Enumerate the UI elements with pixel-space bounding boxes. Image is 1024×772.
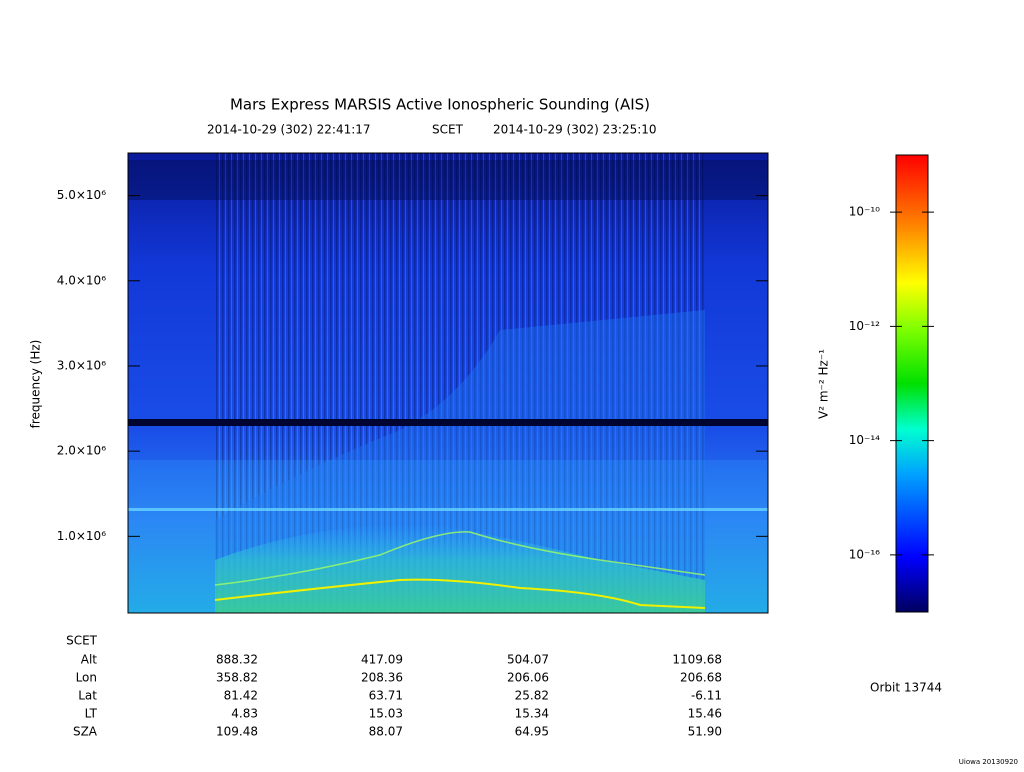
ephemeris-label: Lat — [78, 689, 97, 703]
ephemeris-value: 504.07 — [507, 653, 549, 667]
ephemeris-label: LT — [85, 707, 98, 721]
ephemeris-value: 208.36 — [361, 671, 403, 685]
colorbar-tick-label: 10⁻¹² — [849, 319, 880, 333]
ephemeris-label: Lon — [76, 671, 97, 685]
orbit-label: Orbit 13744 — [870, 681, 942, 695]
ephemeris-label: SZA — [73, 725, 98, 739]
chart-title: Mars Express MARSIS Active Ionospheric S… — [230, 96, 650, 114]
axes — [128, 195, 934, 556]
ephemeris-value: 15.03 — [369, 707, 403, 721]
ephemeris-value: 64.95 — [515, 725, 549, 739]
y-axis-label: frequency (Hz) — [29, 340, 43, 429]
ephemeris-value: 51.90 — [688, 725, 722, 739]
ephemeris-value: -6.11 — [691, 689, 722, 703]
ephemeris-value: 206.06 — [507, 671, 549, 685]
ephemeris-value: 15.34 — [515, 707, 549, 721]
colorbar-label: V² m⁻² Hz⁻¹ — [817, 349, 831, 419]
colorbar-tick-label: 10⁻¹⁴ — [849, 433, 880, 447]
ephemeris-value: 206.68 — [680, 671, 722, 685]
ephemeris-value: 81.42 — [224, 689, 258, 703]
plot-frame — [127, 152, 769, 614]
ephemeris-value: 109.48 — [216, 725, 258, 739]
start-time: 2014-10-29 (302) 22:41:17 — [207, 123, 371, 137]
ephemeris-value: 15.46 — [688, 707, 722, 721]
y-tick-label: 2.0×10⁶ — [57, 444, 106, 458]
y-tick-label: 4.0×10⁶ — [57, 273, 106, 287]
ephemeris-value: 1109.68 — [672, 653, 722, 667]
credit: Uiowa 20130920 — [959, 758, 1018, 766]
ephemeris-label: SCET — [66, 634, 98, 648]
y-tick-label: 5.0×10⁶ — [57, 188, 106, 202]
ephemeris-value: 417.09 — [361, 653, 403, 667]
ephemeris-value: 25.82 — [515, 689, 549, 703]
y-tick-label: 3.0×10⁶ — [57, 358, 106, 372]
ephemeris-value: 88.07 — [369, 725, 403, 739]
spectrogram-image — [128, 153, 768, 613]
colorbar-tick-label: 10⁻¹⁶ — [849, 547, 880, 561]
ephemeris-label: Alt — [81, 653, 98, 667]
ephemeris-value: 358.82 — [216, 671, 258, 685]
y-tick-label: 1.0×10⁶ — [57, 529, 106, 543]
end-time: 2014-10-29 (302) 23:25:10 — [493, 123, 657, 137]
ephemeris-value: 888.32 — [216, 653, 258, 667]
time-frame: SCET — [432, 123, 464, 137]
ephemeris-value: 4.83 — [231, 707, 258, 721]
ephemeris-value: 63.71 — [369, 689, 403, 703]
colorbar-tick-label: 10⁻¹⁰ — [849, 205, 880, 219]
colorbar — [895, 154, 929, 613]
